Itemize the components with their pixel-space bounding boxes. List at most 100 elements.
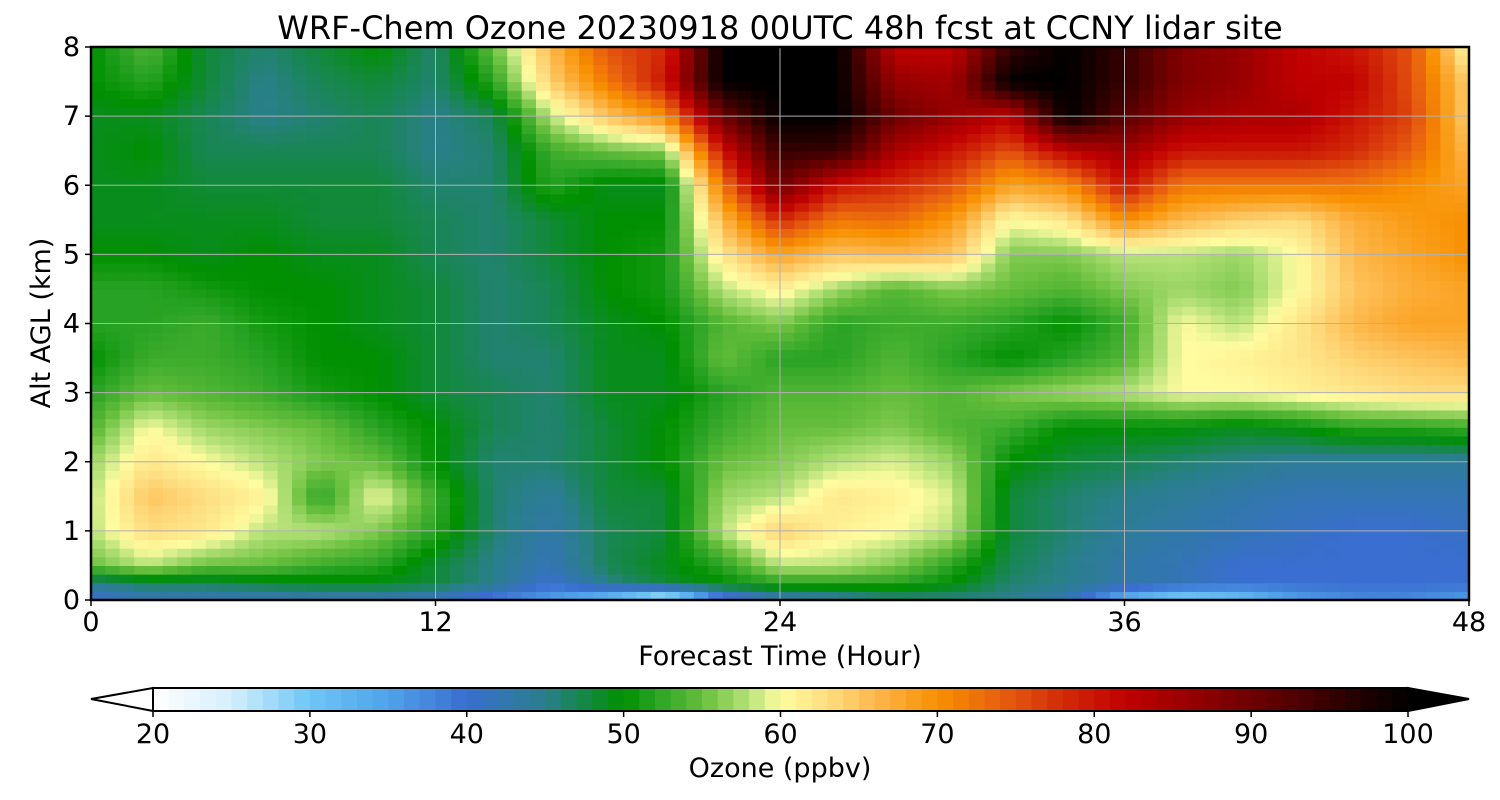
heatmap-cell	[1325, 159, 1341, 169]
heatmap-cell	[363, 219, 379, 230]
heatmap-cell	[105, 366, 121, 376]
heatmap-cell	[708, 582, 724, 592]
heatmap-cell	[277, 332, 293, 342]
heatmap-cell	[1009, 539, 1025, 549]
heatmap-cell	[751, 504, 767, 515]
heatmap-cell	[478, 496, 494, 506]
heatmap-cell	[1153, 176, 1169, 186]
heatmap-cell	[349, 479, 365, 489]
heatmap-cell	[579, 539, 594, 549]
heatmap-cell	[507, 193, 523, 204]
heatmap-cell	[1425, 418, 1441, 428]
heatmap-cell	[1138, 358, 1154, 368]
heatmap-cell	[177, 548, 193, 558]
heatmap-cell	[148, 479, 164, 489]
heatmap-cell	[593, 202, 609, 212]
heatmap-cell	[1095, 271, 1111, 281]
heatmap-cell	[306, 167, 322, 178]
heatmap-cell	[837, 314, 853, 325]
heatmap-cell	[248, 323, 264, 333]
heatmap-cell	[1067, 461, 1083, 471]
heatmap-cell	[564, 392, 580, 402]
heatmap-cell	[995, 263, 1011, 273]
heatmap-cell	[378, 435, 394, 446]
heatmap-cell	[1138, 392, 1154, 402]
heatmap-cell	[550, 522, 566, 532]
heatmap-cell	[1153, 504, 1169, 515]
heatmap-cell	[1268, 435, 1283, 446]
heatmap-cell	[1354, 202, 1370, 212]
heatmap-cell	[607, 211, 623, 221]
heatmap-cell	[550, 409, 566, 420]
heatmap-cell	[1181, 582, 1197, 592]
heatmap-cell	[363, 461, 379, 471]
heatmap-cell	[435, 211, 451, 221]
heatmap-cell	[607, 185, 623, 195]
heatmap-cell	[679, 548, 695, 558]
heatmap-cell	[378, 565, 394, 575]
heatmap-cell	[449, 574, 465, 584]
heatmap-cell	[1397, 314, 1413, 325]
heatmap-cell	[794, 461, 810, 471]
heatmap-cell	[751, 375, 767, 385]
heatmap-cell	[851, 332, 867, 342]
heatmap-cell	[234, 150, 250, 160]
heatmap-cell	[693, 409, 709, 420]
heatmap-cell	[162, 565, 178, 575]
heatmap-cell	[937, 435, 953, 446]
heatmap-cell	[406, 401, 422, 411]
heatmap-cell	[952, 591, 968, 600]
heatmap-cell	[1339, 504, 1355, 515]
heatmap-cell	[636, 496, 652, 506]
heatmap-cell	[1268, 574, 1283, 584]
heatmap-cell	[1239, 314, 1255, 325]
heatmap-cell	[1153, 245, 1169, 255]
heatmap-cell	[449, 237, 465, 247]
heatmap-cell	[105, 530, 121, 541]
heatmap-cell	[134, 556, 150, 567]
heatmap-cell	[263, 263, 279, 273]
heatmap-cell	[1024, 444, 1039, 454]
heatmap-cell	[1253, 340, 1269, 351]
heatmap-cell	[234, 237, 250, 247]
heatmap-cell	[507, 263, 523, 273]
heatmap-cell	[693, 556, 709, 567]
heatmap-cell	[105, 556, 121, 567]
heatmap-cell	[134, 176, 150, 186]
heatmap-cell	[1454, 479, 1469, 489]
heatmap-cell	[1382, 245, 1398, 255]
heatmap-cell	[277, 176, 293, 186]
heatmap-cell	[1339, 401, 1355, 411]
heatmap-cell	[1296, 392, 1312, 402]
heatmap-cell	[1425, 383, 1441, 394]
heatmap-cell	[392, 401, 408, 411]
heatmap-cell	[1425, 219, 1441, 230]
heatmap-cell	[406, 453, 422, 463]
heatmap-cell	[449, 539, 465, 549]
heatmap-cell	[794, 271, 810, 281]
heatmap-cell	[220, 513, 236, 523]
heatmap-cell	[306, 340, 322, 351]
heatmap-cell	[177, 496, 193, 506]
heatmap-cell	[378, 211, 394, 221]
heatmap-cell	[1067, 202, 1083, 212]
heatmap-cell	[980, 323, 996, 333]
heatmap-cell	[1038, 383, 1054, 394]
heatmap-cell	[1153, 487, 1169, 497]
heatmap-cell	[636, 228, 652, 238]
heatmap-cell	[363, 548, 379, 558]
heatmap-cell	[421, 565, 437, 575]
heatmap-cell	[808, 263, 824, 273]
heatmap-cell	[952, 263, 968, 273]
heatmap-cell	[378, 479, 394, 489]
heatmap-cell	[794, 479, 810, 489]
heatmap-cell	[564, 513, 580, 523]
heatmap-cell	[909, 582, 925, 592]
heatmap-cell	[1210, 383, 1226, 394]
heatmap-cell	[1224, 193, 1240, 204]
heatmap-cell	[722, 435, 738, 446]
heatmap-cell	[1153, 574, 1169, 584]
heatmap-cell	[751, 582, 767, 592]
heatmap-cell	[234, 513, 250, 523]
heatmap-cell	[119, 271, 135, 281]
